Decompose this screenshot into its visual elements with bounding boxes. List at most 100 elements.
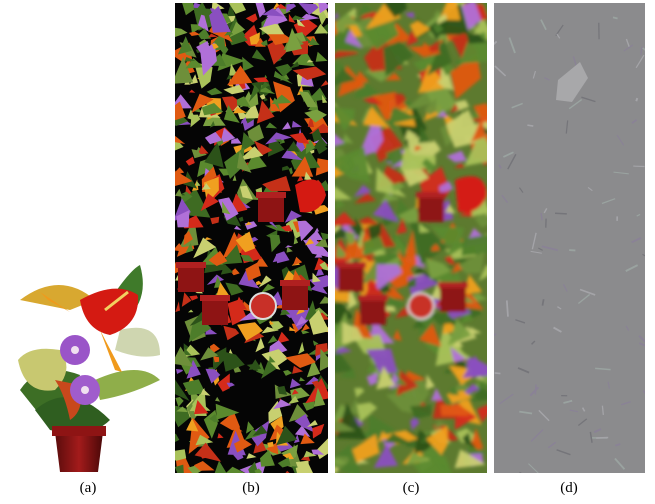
fragment bbox=[388, 106, 418, 125]
fragment bbox=[244, 221, 252, 226]
fragment bbox=[375, 167, 407, 198]
residual-stroke bbox=[623, 44, 634, 52]
fragment bbox=[473, 103, 487, 123]
fragment bbox=[335, 420, 356, 432]
residual-stroke bbox=[519, 471, 522, 473]
fragment bbox=[430, 388, 443, 401]
fragment bbox=[229, 21, 246, 38]
residual-stroke bbox=[529, 386, 540, 397]
residual-stroke bbox=[554, 212, 567, 215]
fragment bbox=[300, 433, 315, 445]
residual-stroke bbox=[556, 449, 571, 456]
fragment bbox=[215, 396, 221, 402]
fragment bbox=[227, 65, 253, 86]
residual-stroke bbox=[614, 457, 626, 470]
fragment bbox=[223, 105, 240, 123]
fragment bbox=[356, 402, 378, 423]
residual-stroke bbox=[596, 436, 609, 439]
fragment bbox=[310, 137, 328, 151]
fragment bbox=[261, 360, 277, 379]
fragment bbox=[175, 346, 193, 367]
fragment bbox=[262, 176, 291, 192]
fragment bbox=[312, 423, 325, 439]
fragment bbox=[254, 256, 268, 267]
fragment bbox=[406, 30, 419, 47]
fragment bbox=[285, 245, 293, 248]
fragment bbox=[238, 146, 264, 162]
residual-stroke bbox=[613, 171, 629, 175]
fragment bbox=[437, 13, 447, 25]
fragment bbox=[369, 357, 377, 366]
fragment bbox=[368, 361, 375, 373]
fragment bbox=[236, 96, 251, 108]
fragment bbox=[466, 445, 487, 455]
fragment bbox=[285, 470, 290, 473]
fragment bbox=[414, 145, 422, 152]
fragment bbox=[177, 36, 192, 55]
fragment bbox=[175, 27, 188, 38]
fragment bbox=[273, 399, 292, 410]
fragment bbox=[237, 299, 244, 308]
fragment bbox=[244, 428, 261, 440]
fragment bbox=[359, 3, 376, 17]
residual-stroke bbox=[534, 384, 537, 395]
fragment bbox=[410, 222, 447, 265]
fragment bbox=[175, 449, 187, 461]
residual-stroke bbox=[505, 300, 509, 317]
residual-stroke bbox=[638, 335, 645, 343]
fragment bbox=[432, 420, 447, 430]
residual-stroke bbox=[540, 19, 547, 31]
pot-rim bbox=[176, 262, 206, 268]
residual-stroke bbox=[531, 340, 536, 345]
fragment bbox=[386, 22, 414, 45]
fragment bbox=[269, 320, 274, 325]
fragment bbox=[269, 424, 291, 441]
fragment bbox=[419, 223, 431, 233]
fragment bbox=[437, 73, 454, 91]
fragment bbox=[462, 355, 487, 378]
fragment bbox=[307, 114, 314, 128]
residual-stroke bbox=[565, 120, 569, 134]
fragment bbox=[428, 40, 439, 53]
fragment bbox=[406, 451, 429, 466]
fragment bbox=[234, 438, 252, 453]
residual-stroke bbox=[494, 40, 498, 46]
anthurium bbox=[18, 348, 67, 391]
caption: (c) bbox=[403, 480, 420, 496]
fragment bbox=[447, 319, 473, 346]
blurred-atlas bbox=[335, 3, 487, 473]
fragment bbox=[450, 103, 459, 113]
fragment bbox=[358, 216, 379, 225]
fragment bbox=[289, 378, 301, 389]
fragment bbox=[226, 74, 232, 80]
fragment bbox=[385, 147, 405, 167]
fragment bbox=[175, 464, 184, 473]
fragment bbox=[308, 37, 320, 46]
fragment bbox=[295, 460, 309, 472]
fragment bbox=[335, 11, 339, 19]
fragment bbox=[445, 204, 456, 214]
fragment bbox=[285, 27, 303, 53]
fragment bbox=[253, 77, 269, 83]
fragment bbox=[267, 441, 274, 448]
leaf bbox=[20, 285, 95, 310]
fragment bbox=[273, 70, 293, 84]
fragment bbox=[305, 378, 328, 404]
fragment bbox=[217, 373, 230, 392]
fragment bbox=[437, 110, 448, 118]
fragment bbox=[235, 231, 256, 253]
fragment bbox=[294, 434, 300, 444]
fragment bbox=[175, 56, 194, 84]
fragment bbox=[268, 355, 276, 363]
fragment bbox=[214, 460, 227, 473]
fragment bbox=[362, 105, 390, 128]
residual-stroke bbox=[517, 367, 530, 374]
residual-stroke bbox=[612, 16, 618, 20]
fragment bbox=[426, 374, 435, 390]
fragment bbox=[303, 450, 317, 458]
fragment bbox=[297, 13, 320, 22]
fragment bbox=[292, 66, 327, 80]
residual-stroke bbox=[607, 381, 610, 389]
caption: (a) bbox=[80, 480, 97, 496]
